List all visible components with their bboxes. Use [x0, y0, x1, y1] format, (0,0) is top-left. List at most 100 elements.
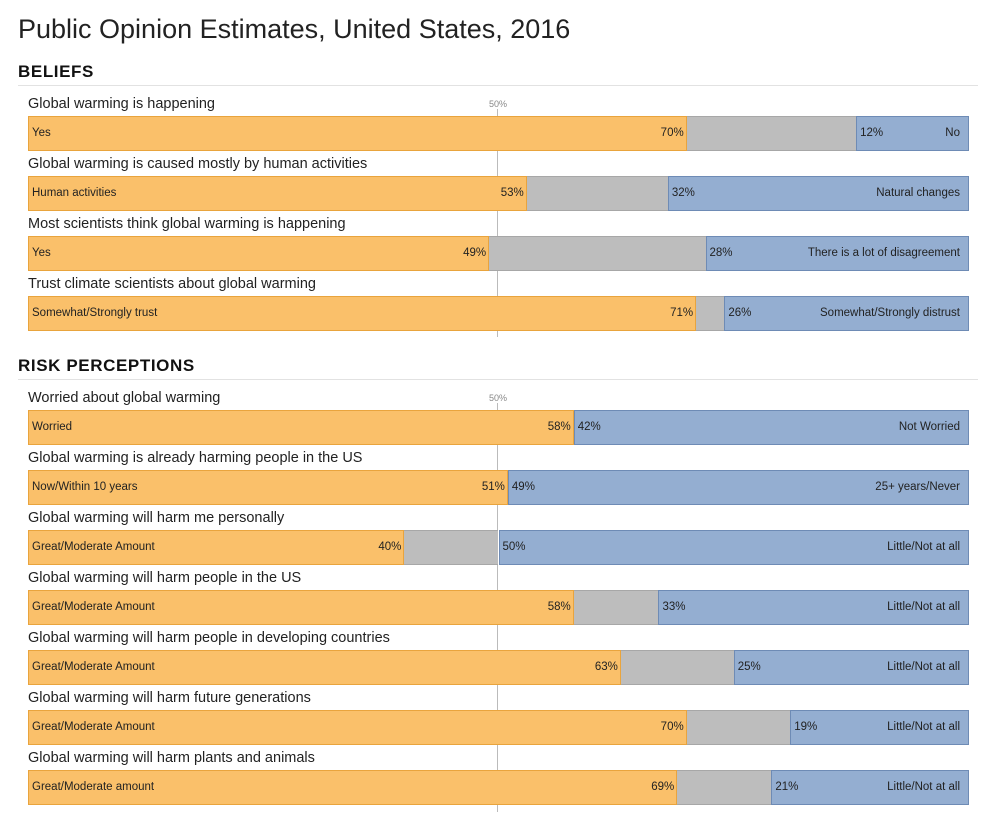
neutral-segment: [573, 590, 659, 625]
agree-percent-label: 69%: [651, 781, 675, 793]
disagree-category-label: Little/Not at all: [887, 781, 960, 793]
stacked-bar: Great/Moderate Amount 40% 50% Little/Not at…: [28, 530, 969, 565]
disagree-percent-label: 19%: [794, 721, 818, 733]
question-row: Global warming will harm me personally Gr…: [28, 510, 969, 566]
agree-percent-label: 63%: [594, 661, 618, 673]
question-label: Global warming will harm people in devel…: [28, 630, 390, 646]
agree-category-label: Now/Within 10 years: [32, 481, 138, 493]
disagree-percent-label: 42%: [577, 421, 601, 433]
section-heading: RISK PERCEPTIONS: [18, 356, 195, 375]
disagree-segment: [724, 296, 969, 331]
disagree-category-label: Little/Not at all: [887, 601, 960, 613]
stacked-bar: Great/Moderate Amount 58% 33% Little/Not at…: [28, 590, 969, 625]
disagree-segment: [771, 770, 969, 805]
disagree-category-label: 25+ years/Never: [875, 481, 960, 493]
question-label: Global warming will harm people in the U…: [28, 570, 302, 586]
agree-percent-label: 40%: [378, 541, 402, 553]
agree-percent-label: 58%: [547, 421, 571, 433]
question-row: Global warming will harm people in devel…: [28, 630, 969, 686]
stacked-bar: Worried 58% 42% Not Worried: [28, 410, 969, 445]
midpoint-label: 50%: [488, 99, 507, 109]
agree-category-label: Great/Moderate Amount: [32, 721, 155, 733]
disagree-category-label: Natural changes: [876, 187, 960, 199]
stacked-bar: Now/Within 10 years 51% 49% 25+ years/Never: [28, 470, 969, 505]
agree-percent-label: 53%: [500, 187, 524, 199]
stacked-bar: Human activities 53% 32% Natural changes: [28, 176, 969, 211]
agree-segment: [28, 410, 574, 445]
question-label: Most scientists think global warming is …: [28, 216, 346, 232]
neutral-segment: [686, 116, 857, 151]
question-row: Worried about global warming Worried 58% 42…: [28, 390, 969, 446]
disagree-category-label: Little/Not at all: [887, 721, 960, 733]
disagree-segment: [573, 410, 969, 445]
neutral-segment: [696, 296, 725, 331]
disagree-percent-label: 26%: [728, 307, 752, 319]
neutral-segment: [489, 236, 706, 271]
question-row: Global warming is already harming people…: [28, 450, 969, 506]
section-heading: BELIEFS: [18, 62, 94, 81]
midpoint-line: [497, 109, 498, 337]
question-row: Global warming is happening Yes 70% 12% No: [28, 96, 969, 152]
question-row: Global warming is caused mostly by human…: [28, 156, 969, 212]
question-row: Trust climate scientists about global wa…: [28, 276, 969, 332]
neutral-segment: [404, 530, 499, 565]
agree-category-label: Great/Moderate Amount: [32, 541, 155, 553]
agree-percent-label: 70%: [660, 127, 684, 139]
agree-segment: [28, 236, 490, 271]
disagree-category-label: No: [945, 127, 960, 139]
agree-segment: [28, 650, 621, 685]
agree-percent-label: 70%: [660, 721, 684, 733]
disagree-segment: [733, 650, 969, 685]
neutral-segment: [526, 176, 668, 211]
question-row: Global warming will harm plants and anim…: [28, 750, 969, 806]
agree-segment: [28, 590, 574, 625]
question-label: Global warming will harm future generati…: [28, 690, 311, 706]
question-label: Global warming is caused mostly by human…: [28, 156, 368, 172]
disagree-category-label: Not Worried: [898, 421, 960, 433]
question-row: Global warming will harm future generati…: [28, 690, 969, 746]
agree-percent-label: 51%: [481, 481, 505, 493]
agree-segment: [28, 770, 678, 805]
disagree-segment: [790, 710, 969, 745]
neutral-segment: [677, 770, 772, 805]
agree-category-label: Great/Moderate Amount: [32, 661, 155, 673]
agree-category-label: Great/Moderate Amount: [32, 601, 155, 613]
question-label: Global warming will harm me personally: [28, 510, 285, 526]
agree-category-label: Worried: [32, 421, 73, 433]
agree-segment: [28, 470, 508, 505]
agree-category-label: Yes: [32, 247, 51, 259]
question-label: Global warming will harm plants and anim…: [28, 750, 315, 766]
disagree-percent-label: 21%: [775, 781, 799, 793]
neutral-segment: [686, 710, 791, 745]
question-label: Global warming is already harming people…: [28, 450, 363, 466]
agree-percent-label: 71%: [670, 307, 694, 319]
stacked-bar: Yes 70% 12% No: [28, 116, 969, 151]
disagree-segment: [498, 530, 969, 565]
agree-segment: [28, 710, 687, 745]
disagree-category-label: Little/Not at all: [887, 541, 960, 553]
stacked-bar: Somewhat/Strongly trust 71% 26% Somewhat/St…: [28, 296, 969, 331]
question-label: Global warming is happening: [28, 96, 215, 112]
disagree-segment: [658, 590, 969, 625]
section-divider: [18, 379, 978, 380]
agree-category-label: Human activities: [32, 187, 117, 199]
agree-segment: [28, 530, 405, 565]
disagree-category-label: Somewhat/Strongly distrust: [820, 307, 960, 319]
disagree-percent-label: 49%: [511, 481, 535, 493]
question-label: Trust climate scientists about global wa…: [28, 276, 316, 292]
agree-category-label: Yes: [32, 127, 51, 139]
stacked-bar: Great/Moderate Amount 70% 19% Little/Not at…: [28, 710, 969, 745]
disagree-percent-label: 12%: [860, 127, 884, 139]
question-row: Global warming will harm people in the U…: [28, 570, 969, 626]
stacked-bar: Yes 49% 28% There is a lot of disagreement: [28, 236, 969, 271]
midpoint-label: 50%: [488, 393, 507, 403]
disagree-segment: [705, 236, 969, 271]
neutral-segment: [620, 650, 734, 685]
disagree-segment: [856, 116, 969, 151]
stacked-bar: Great/Moderate amount 69% 21% Little/Not at…: [28, 770, 969, 805]
agree-category-label: Somewhat/Strongly trust: [32, 307, 158, 319]
agree-percent-label: 58%: [547, 601, 571, 613]
section-divider: [18, 85, 978, 86]
disagree-category-label: Little/Not at all: [887, 661, 960, 673]
disagree-segment: [507, 470, 969, 505]
